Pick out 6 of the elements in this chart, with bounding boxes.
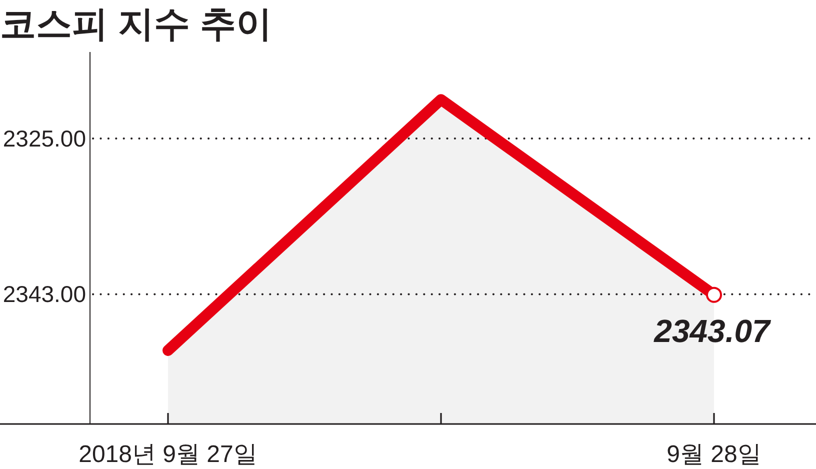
y-tick-label: 2325.00 xyxy=(2,126,86,152)
title: 코스피 지수 추이 xyxy=(0,3,272,44)
x-tick-label: 2018년 9월 27일 xyxy=(78,441,258,468)
value-label: 2343.07 xyxy=(654,312,770,349)
x-tick-label: 9월 28일 xyxy=(666,441,762,468)
y-tick-label: 2343.00 xyxy=(2,281,86,308)
